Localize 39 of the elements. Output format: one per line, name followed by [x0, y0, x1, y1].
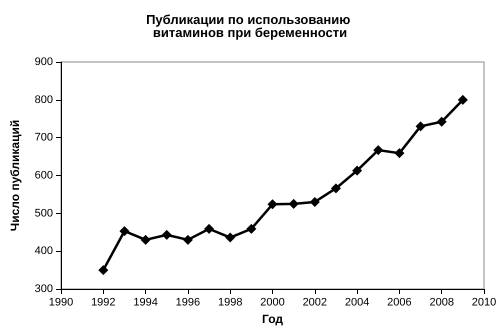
- y-tick-label: 500: [34, 207, 53, 220]
- y-axis-title: Число публикаций: [8, 120, 22, 232]
- y-tick-label: 700: [34, 132, 53, 144]
- x-tick-label: 1992: [91, 296, 116, 308]
- point: [246, 224, 256, 234]
- point: [162, 230, 172, 240]
- x-tick-label: 1990: [48, 296, 74, 308]
- x-tick-label: 2002: [302, 296, 328, 308]
- point: [330, 183, 341, 194]
- y-tick-label: 600: [34, 170, 53, 182]
- y-tick-label: 800: [34, 94, 53, 106]
- y-tick-label: 400: [34, 245, 53, 258]
- point: [98, 265, 108, 276]
- x-tick-label: 2008: [429, 296, 454, 308]
- y-tick-label: 900: [34, 56, 53, 68]
- point: [352, 166, 362, 176]
- chart-title: Публикации по использованию витаминов при беременности: [146, 12, 354, 40]
- point: [373, 145, 384, 156]
- x-tick-label: 1998: [218, 296, 242, 308]
- point: [458, 94, 468, 105]
- point: [119, 226, 130, 236]
- x-tick-label: 2010: [472, 296, 496, 308]
- x-axis-title: Год: [262, 312, 284, 326]
- point: [436, 116, 447, 127]
- x-tick-label: 2006: [387, 296, 412, 308]
- point: [140, 234, 151, 245]
- x-tick-label: 2004: [344, 296, 370, 308]
- x-tick-label: 1994: [133, 296, 158, 308]
- x-tick-label: 1996: [176, 296, 200, 308]
- point: [416, 121, 426, 132]
- point: [182, 234, 193, 245]
- point: [310, 196, 320, 207]
- point: [394, 148, 404, 158]
- x-tick-label: 2000: [260, 296, 285, 308]
- y-tick-label: 300: [34, 283, 53, 295]
- point: [225, 232, 236, 243]
- point: [204, 224, 214, 234]
- point: [288, 198, 299, 209]
- point: [268, 199, 278, 210]
